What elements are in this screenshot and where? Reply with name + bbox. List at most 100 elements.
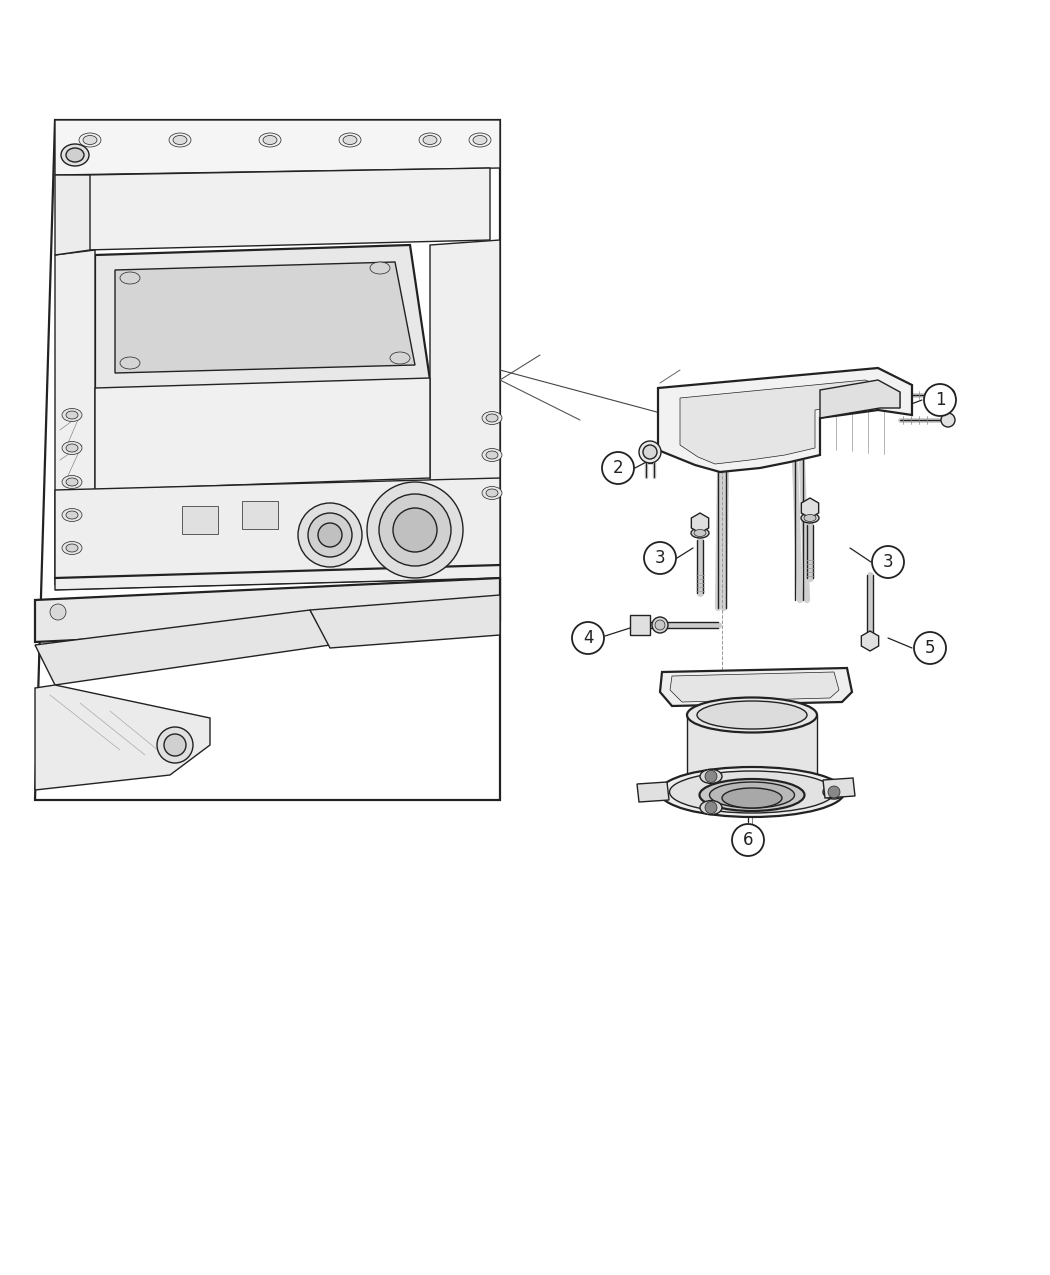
Circle shape [643, 445, 657, 459]
Circle shape [158, 727, 193, 762]
Ellipse shape [262, 135, 277, 144]
Polygon shape [35, 609, 330, 685]
Ellipse shape [710, 782, 795, 808]
Polygon shape [55, 175, 90, 255]
Polygon shape [660, 668, 852, 706]
Ellipse shape [423, 135, 437, 144]
Ellipse shape [687, 697, 817, 733]
Ellipse shape [62, 408, 82, 422]
Polygon shape [94, 377, 430, 490]
Text: 3: 3 [655, 550, 666, 567]
Circle shape [705, 770, 717, 783]
Circle shape [828, 785, 840, 798]
Polygon shape [55, 250, 94, 585]
Text: 2: 2 [613, 459, 624, 477]
Ellipse shape [66, 444, 78, 453]
Ellipse shape [482, 449, 502, 462]
Polygon shape [861, 631, 879, 652]
Ellipse shape [722, 788, 782, 808]
Ellipse shape [801, 513, 819, 523]
Bar [630, 615, 650, 635]
Ellipse shape [691, 528, 709, 538]
Polygon shape [310, 595, 500, 648]
Circle shape [914, 632, 946, 664]
Ellipse shape [941, 413, 956, 427]
Circle shape [732, 824, 764, 856]
Polygon shape [55, 120, 500, 175]
Ellipse shape [62, 509, 82, 521]
Circle shape [308, 513, 352, 557]
Polygon shape [691, 513, 709, 533]
Ellipse shape [486, 414, 498, 422]
Polygon shape [801, 499, 819, 518]
Polygon shape [35, 578, 500, 643]
Polygon shape [35, 120, 500, 799]
Text: 6: 6 [742, 831, 753, 849]
Text: 3: 3 [883, 553, 894, 571]
Bar [242, 501, 278, 529]
Text: 4: 4 [583, 629, 593, 646]
Polygon shape [94, 245, 430, 390]
Circle shape [705, 802, 717, 813]
Ellipse shape [259, 133, 281, 147]
Circle shape [872, 546, 904, 578]
Ellipse shape [390, 352, 410, 363]
Circle shape [639, 441, 662, 463]
Ellipse shape [700, 801, 722, 815]
Ellipse shape [486, 451, 498, 459]
Ellipse shape [697, 701, 807, 729]
Ellipse shape [343, 135, 357, 144]
Ellipse shape [62, 542, 82, 555]
Ellipse shape [83, 135, 97, 144]
Ellipse shape [62, 476, 82, 488]
Circle shape [368, 482, 463, 578]
Ellipse shape [472, 135, 487, 144]
Circle shape [572, 622, 604, 654]
Ellipse shape [61, 144, 89, 166]
Polygon shape [687, 715, 817, 788]
Ellipse shape [482, 412, 502, 425]
Ellipse shape [486, 490, 498, 497]
Polygon shape [670, 672, 839, 703]
Circle shape [318, 523, 342, 547]
Ellipse shape [66, 544, 78, 552]
Polygon shape [55, 478, 500, 590]
Circle shape [50, 604, 66, 620]
Ellipse shape [804, 515, 816, 521]
Polygon shape [430, 240, 500, 578]
Text: 5: 5 [925, 639, 936, 657]
Polygon shape [116, 261, 415, 374]
Ellipse shape [339, 133, 361, 147]
Ellipse shape [655, 620, 665, 630]
Polygon shape [637, 782, 669, 802]
Polygon shape [823, 778, 855, 798]
Circle shape [602, 453, 634, 484]
Ellipse shape [66, 411, 78, 419]
Circle shape [164, 734, 186, 756]
Circle shape [298, 504, 362, 567]
Ellipse shape [694, 529, 706, 537]
Polygon shape [680, 380, 900, 464]
Ellipse shape [823, 785, 845, 799]
Ellipse shape [66, 478, 78, 486]
Bar [182, 506, 218, 534]
Polygon shape [658, 368, 912, 472]
Circle shape [393, 507, 437, 552]
Ellipse shape [169, 133, 191, 147]
Ellipse shape [941, 388, 956, 402]
Circle shape [924, 384, 956, 416]
Circle shape [379, 493, 452, 566]
Ellipse shape [659, 768, 844, 817]
Ellipse shape [79, 133, 101, 147]
Ellipse shape [370, 261, 390, 274]
Ellipse shape [173, 135, 187, 144]
Ellipse shape [120, 272, 140, 284]
Ellipse shape [66, 148, 84, 162]
Ellipse shape [120, 357, 140, 368]
Ellipse shape [652, 617, 668, 632]
Ellipse shape [699, 779, 804, 811]
Ellipse shape [670, 771, 835, 813]
Ellipse shape [66, 511, 78, 519]
Text: 1: 1 [934, 391, 945, 409]
Ellipse shape [482, 487, 502, 500]
